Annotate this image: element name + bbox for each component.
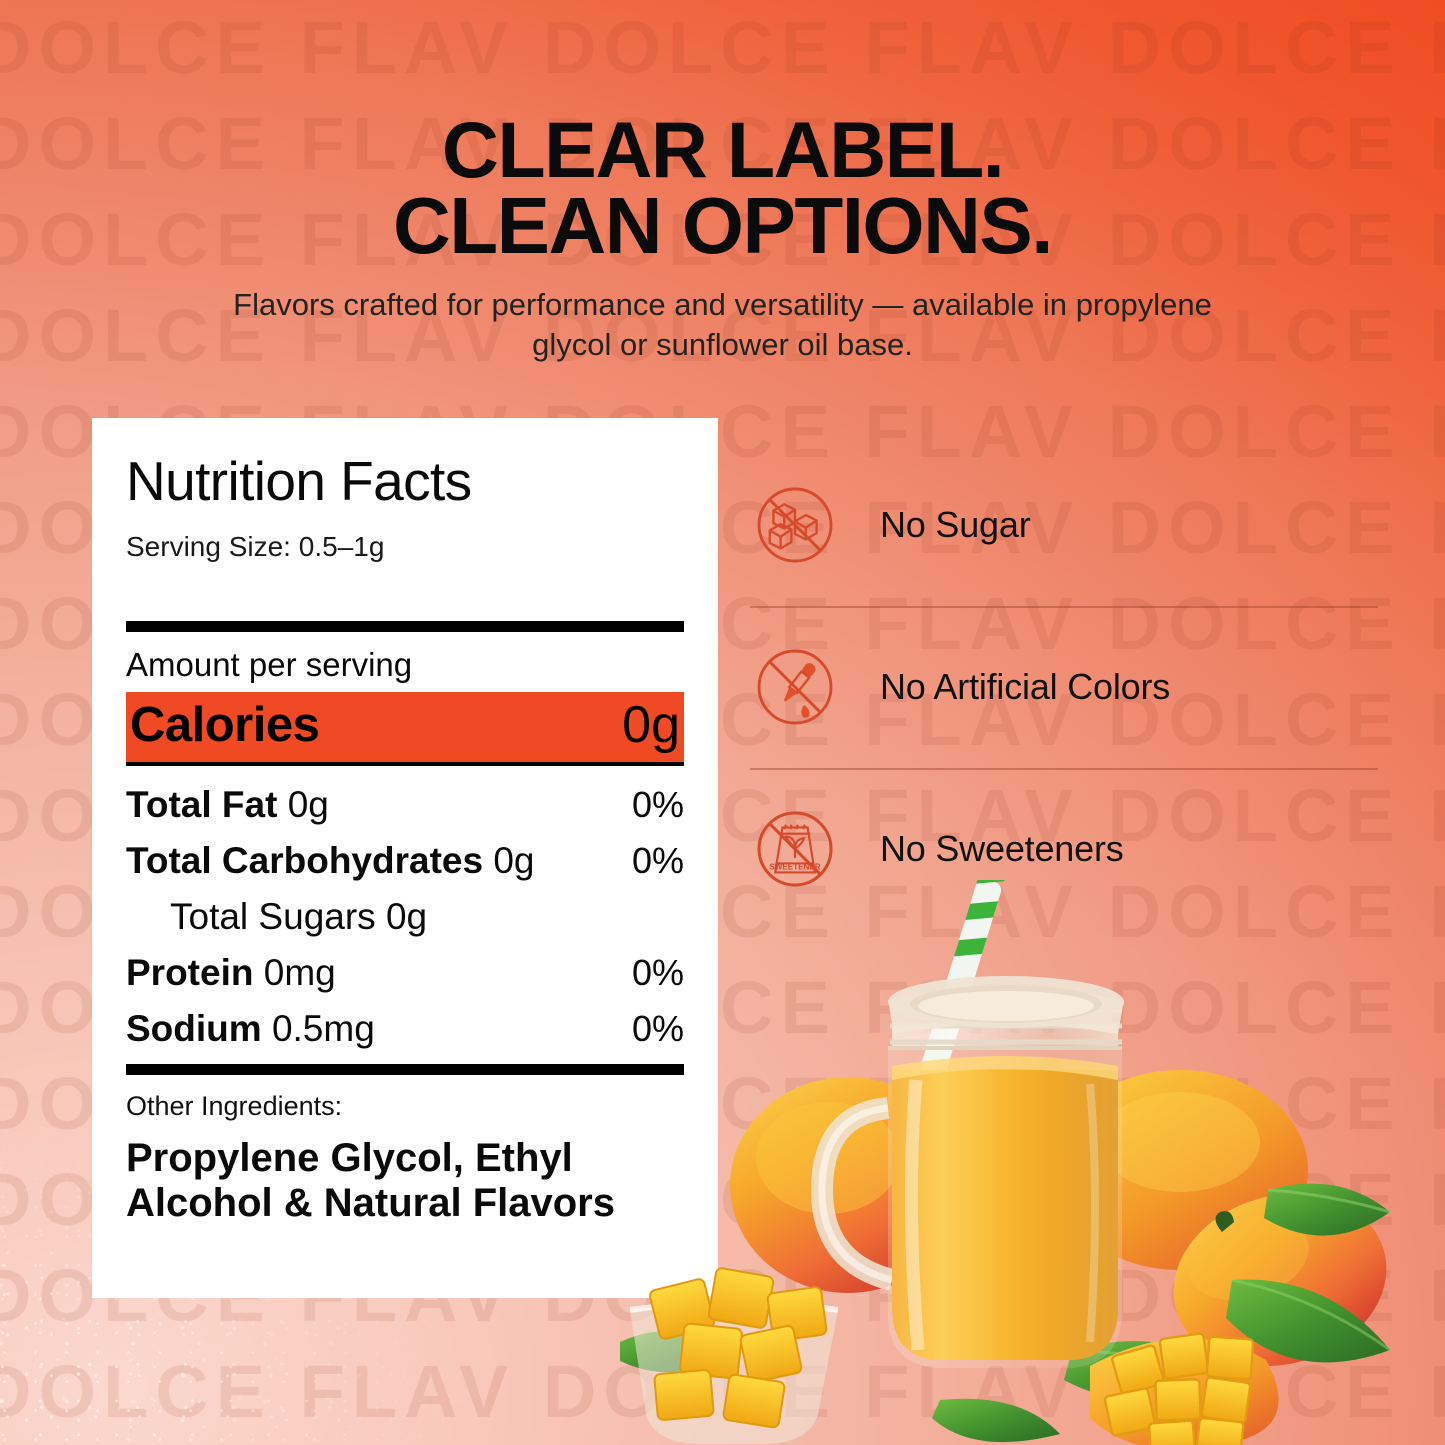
nutrition-facts-panel: Nutrition Facts Serving Size: 0.5–1g Amo…	[92, 418, 718, 1298]
nutrient-name: Sodium	[126, 1008, 262, 1049]
nutrient-rows: Total Fat 0g 0% Total Carbohydrates 0g 0% To…	[126, 784, 684, 1050]
nutrient-name-amount: Protein 0mg	[126, 952, 336, 993]
no-sweeteners-icon: SWEETENER	[750, 804, 840, 894]
headline-line-2: CLEAN OPTIONS.	[392, 180, 1054, 270]
divider-under-calories	[126, 762, 684, 766]
amount-per-serving-label: Amount per serving	[126, 646, 413, 683]
watermark-row: DOLCE FLAV DOLCE FLAV DOLCE FLAV DOLCE F…	[0, 102, 1445, 185]
no-artificial-colors-icon	[750, 642, 840, 732]
headline-line-1: CLEAR LABEL.	[441, 105, 1005, 194]
nutrient-row: Sodium 0.5mg 0%	[126, 1008, 684, 1050]
nutrient-name-amount: Total Carbohydrates 0g	[126, 840, 535, 881]
product-photo-mango-juice	[620, 880, 1445, 1445]
nutrient-row: Total Sugars 0g	[126, 896, 684, 938]
other-ingredients-value: Propylene Glycol, Ethyl Alcohol & Natura…	[126, 1136, 615, 1225]
page-title: CLEAR LABEL. CLEAN OPTIONS.	[0, 0, 1445, 265]
nutrient-daily-value: 0%	[631, 1008, 684, 1049]
badge-no-sweeteners: SWEETENER No Sweeteners	[750, 790, 1378, 908]
badge-label-no-sugar: No Sugar	[880, 504, 1031, 545]
nutrient-name: Total Carbohydrates	[126, 840, 484, 881]
subheadline-line-1: Flavors crafted for performance and vers…	[233, 286, 1068, 322]
other-ingredients-label: Other Ingredients:	[126, 1091, 343, 1121]
nutrition-facts-title: Nutrition Facts	[126, 450, 472, 512]
divider-thick-bottom	[126, 1064, 684, 1075]
watermark-row: DOLCE FLAV DOLCE FLAV DOLCE FLAV DOLCE F…	[0, 198, 1445, 281]
watermark-row: DOLCE FLAV DOLCE FLAV DOLCE FLAV DOLCE F…	[0, 294, 1445, 377]
nutrient-daily-value: 0%	[631, 840, 684, 881]
nutrient-row: Total Carbohydrates 0g 0%	[126, 840, 684, 882]
badge-divider-2	[750, 768, 1378, 770]
serving-size-text: Serving Size: 0.5–1g	[126, 531, 385, 562]
badge-label-no-artificial-colors: No Artificial Colors	[880, 666, 1171, 707]
nutrient-daily-value: 0%	[631, 952, 684, 993]
subheadline: Flavors crafted for performance and vers…	[0, 285, 1445, 366]
badge-label-no-sweeteners: No Sweeteners	[880, 828, 1124, 869]
nutrient-name-amount: Total Fat 0g	[126, 784, 329, 825]
no-sugar-icon	[750, 480, 840, 570]
calories-row: Calories 0g	[126, 692, 684, 762]
calories-label: Calories	[130, 698, 320, 752]
sweetener-packet-text: SWEETENER	[769, 863, 820, 872]
nutrient-name-amount: Sodium 0.5mg	[126, 1008, 375, 1049]
badge-divider-1	[750, 606, 1378, 608]
header: CLEAR LABEL. CLEAN OPTIONS. Flavors craf…	[0, 0, 1445, 365]
nutrient-name: Protein	[126, 952, 254, 993]
badge-no-artificial-colors: No Artificial Colors	[750, 628, 1378, 746]
nutrient-name-amount: Total Sugars 0g	[170, 896, 428, 937]
nutrient-name: Total Fat	[126, 784, 278, 825]
watermark-row: DOLCE FLAV DOLCE FLAV DOLCE FLAV DOLCE F…	[0, 6, 1445, 89]
calories-value: 0g	[622, 696, 680, 754]
subheadline-line-2: propylene glycol or sunflower oil base.	[532, 286, 1212, 362]
divider-thick-top	[126, 621, 684, 632]
nutrient-daily-value: 0%	[631, 784, 684, 825]
badge-no-sugar: No Sugar	[750, 466, 1378, 584]
benefit-badge-list: No Sugar No Art	[750, 466, 1378, 908]
nutrient-row: Protein 0mg 0%	[126, 952, 684, 994]
nutrient-row: Total Fat 0g 0%	[126, 784, 684, 826]
